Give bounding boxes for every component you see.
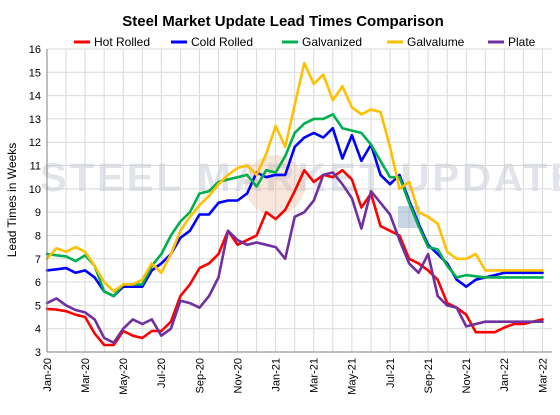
y-tick-label: 9 [35, 207, 41, 219]
series-line-plate [45, 171, 544, 345]
y-tick-label: 4 [35, 324, 41, 336]
x-tick-label: Mar-21 [309, 358, 321, 393]
x-tick-label: Mar-20 [80, 358, 92, 393]
legend-label-galvanized: Galvanized [302, 35, 362, 49]
x-tick-label: Sep-20 [194, 358, 206, 393]
series-line-hot-rolled [45, 168, 544, 347]
y-tick-label: 6 [35, 277, 41, 289]
series-layer [45, 61, 544, 347]
y-tick-label: 15 [29, 67, 41, 79]
y-tick-label: 14 [29, 91, 41, 103]
legend-label-cold-rolled: Cold Rolled [191, 35, 253, 49]
x-tick-label: Sep-21 [423, 358, 435, 393]
y-tick-label: 10 [29, 184, 41, 196]
legend-label-hot-rolled: Hot Rolled [94, 35, 150, 49]
x-tick-label: Nov-21 [461, 358, 473, 393]
chart-title: Steel Market Update Lead Times Compariso… [122, 13, 443, 30]
y-axis-label: Lead Times in Weeks [5, 143, 19, 258]
legend: Hot Rolled Cold Rolled Galvanized Galvalume… [74, 35, 536, 49]
gridlines [46, 48, 552, 353]
x-tick-label: May-20 [118, 358, 130, 395]
y-tick-label: 7 [35, 254, 41, 266]
y-tick-label: 16 [29, 44, 41, 56]
x-tick-label: Jan-20 [42, 358, 54, 392]
y-tick-label: 12 [29, 137, 41, 149]
legend-label-plate: Plate [508, 35, 536, 49]
x-tick-label: Jan-22 [499, 358, 511, 392]
legend-label-galvalume: Galvalume [407, 35, 465, 49]
series-line-cold-rolled [45, 126, 544, 298]
y-tick-label: 3 [35, 347, 41, 359]
y-tick-label: 13 [29, 114, 41, 126]
x-tick-label: Mar-22 [537, 358, 549, 393]
axes: 3 4 5 6 7 8 9 10 11 12 13 14 15 16 Jan-20 Mar-20 May-20 J… [29, 44, 552, 395]
x-tick-label: Jan-21 [271, 358, 283, 392]
x-tick-label: Nov-20 [232, 358, 244, 393]
x-tick-label: Jul-20 [156, 358, 168, 388]
y-tick-label: 11 [30, 161, 41, 173]
x-tick-label: May-21 [347, 358, 359, 395]
y-tick-label: 5 [35, 300, 41, 312]
x-tick-label: Jul-21 [385, 358, 397, 388]
series-line-galvalume [45, 61, 544, 293]
y-tick-label: 8 [35, 230, 41, 242]
